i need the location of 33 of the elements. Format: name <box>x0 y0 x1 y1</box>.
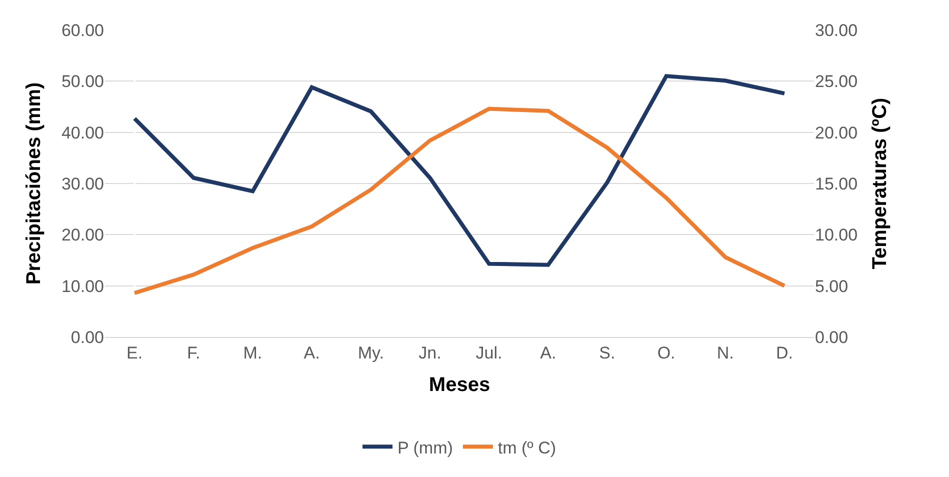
x-tick-label: Jul. <box>476 343 502 362</box>
x-axis-title: Meses <box>428 374 490 396</box>
y2-tick-label: 30.00 <box>815 20 858 40</box>
x-tick-label: O. <box>657 343 676 362</box>
x-tick-label: N. <box>716 343 734 362</box>
x-tick-label: A. <box>304 343 320 362</box>
x-tick-label: F. <box>187 343 200 362</box>
y2-axis-title: Temperaturas (ºC) <box>869 98 892 270</box>
x-tick-label: E. <box>126 343 143 362</box>
legend-label: tm (º C) <box>498 438 556 458</box>
x-tick-label: S. <box>599 343 616 362</box>
y-axis-title: Precipitaciónes (mm) <box>22 82 45 285</box>
y-tick-label: 30.00 <box>61 174 104 194</box>
y-tick-label: 20.00 <box>61 226 104 245</box>
y2-tick-label: 5.00 <box>815 276 848 296</box>
y2-tick-label: 10.00 <box>815 226 858 245</box>
y-tick-label: 60.00 <box>61 20 104 40</box>
y-tick-label: 0.00 <box>70 328 104 347</box>
y2-tick-label: 20.00 <box>815 123 858 142</box>
legend-label: P (mm) <box>398 438 453 458</box>
y-tick-label: 50.00 <box>61 72 104 92</box>
line-series <box>132 106 786 295</box>
x-tick-label: A. <box>540 343 556 362</box>
line-series <box>132 74 786 267</box>
y-tick-label: 40.00 <box>61 123 104 142</box>
y2-tick-label: 25.00 <box>815 72 858 92</box>
y2-tick-label: 0.00 <box>815 328 848 347</box>
x-tick-label: D. <box>776 343 793 362</box>
x-tick-label: M. <box>243 343 262 362</box>
x-tick-label: Jn. <box>418 343 442 362</box>
y2-tick-label: 15.00 <box>815 174 858 194</box>
x-tick-label: My. <box>358 343 384 362</box>
y-tick-label: 10.00 <box>61 276 104 296</box>
